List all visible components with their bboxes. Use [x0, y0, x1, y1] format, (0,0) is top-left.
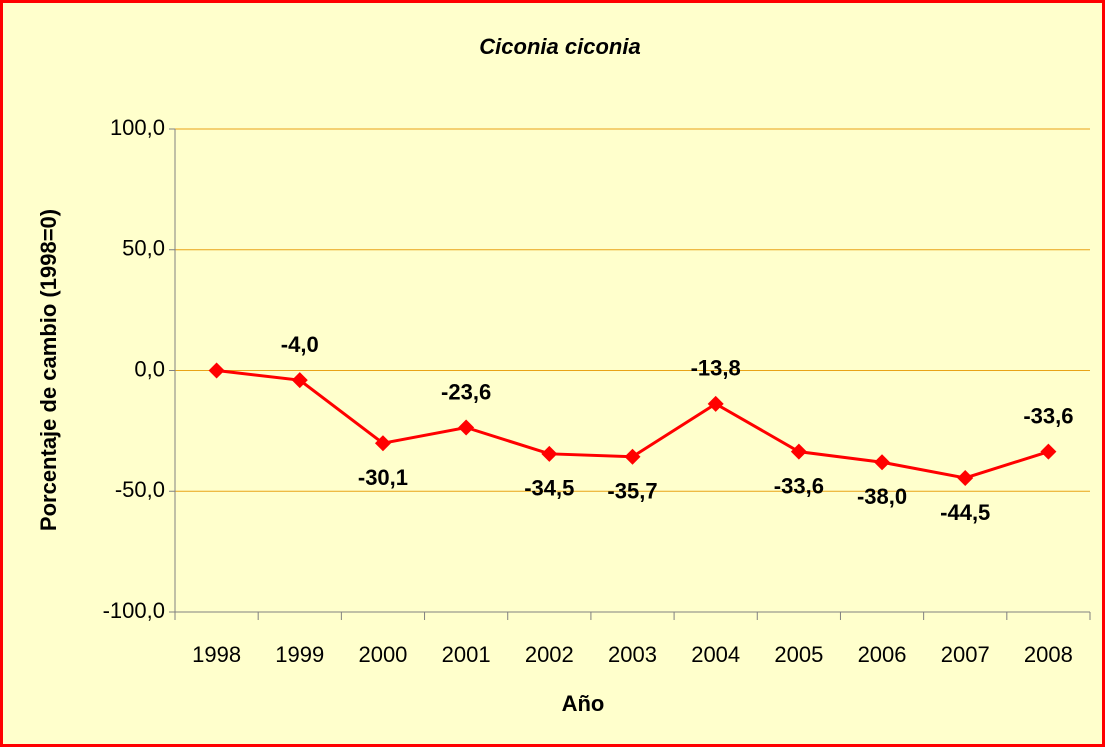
x-tick-label: 2000: [358, 642, 407, 667]
x-tick-label: 2005: [774, 642, 823, 667]
data-label: -35,7: [607, 479, 657, 504]
marker: [208, 362, 225, 379]
y-tick-label: 50,0: [122, 236, 165, 261]
y-tick-label: 0,0: [134, 356, 165, 381]
data-label: -30,1: [358, 465, 408, 490]
x-tick-label: 1999: [275, 642, 324, 667]
x-tick-label: 2006: [858, 642, 907, 667]
x-tick-label: 2002: [525, 642, 574, 667]
x-tick-label: 2008: [1024, 642, 1073, 667]
y-axis-title: Porcentaje de cambio (1998=0): [36, 209, 61, 531]
data-label: -44,5: [940, 500, 990, 525]
marker: [541, 445, 558, 462]
marker: [707, 395, 724, 412]
marker: [291, 372, 308, 389]
x-tick-label: 2007: [941, 642, 990, 667]
data-label: -33,6: [1023, 403, 1073, 428]
chart-title: Ciconia ciconia: [479, 34, 640, 59]
marker: [458, 419, 475, 436]
y-tick-label: -50,0: [115, 477, 165, 502]
data-label: -34,5: [524, 476, 574, 501]
marker: [374, 435, 391, 452]
marker: [874, 454, 891, 471]
data-label: -4,0: [281, 332, 319, 357]
marker: [957, 469, 974, 486]
data-label: -33,6: [774, 473, 824, 498]
y-tick-label: -100,0: [103, 598, 165, 623]
x-tick-label: 2003: [608, 642, 657, 667]
data-label: -38,0: [857, 484, 907, 509]
x-tick-label: 2004: [691, 642, 740, 667]
y-tick-label: 100,0: [110, 115, 165, 140]
x-axis-title: Año: [562, 691, 605, 716]
data-label: -13,8: [691, 356, 741, 381]
data-label: -23,6: [441, 379, 491, 404]
x-tick-label: 1998: [192, 642, 241, 667]
marker: [790, 443, 807, 460]
marker: [624, 448, 641, 465]
x-tick-label: 2001: [442, 642, 491, 667]
marker: [1040, 443, 1057, 460]
